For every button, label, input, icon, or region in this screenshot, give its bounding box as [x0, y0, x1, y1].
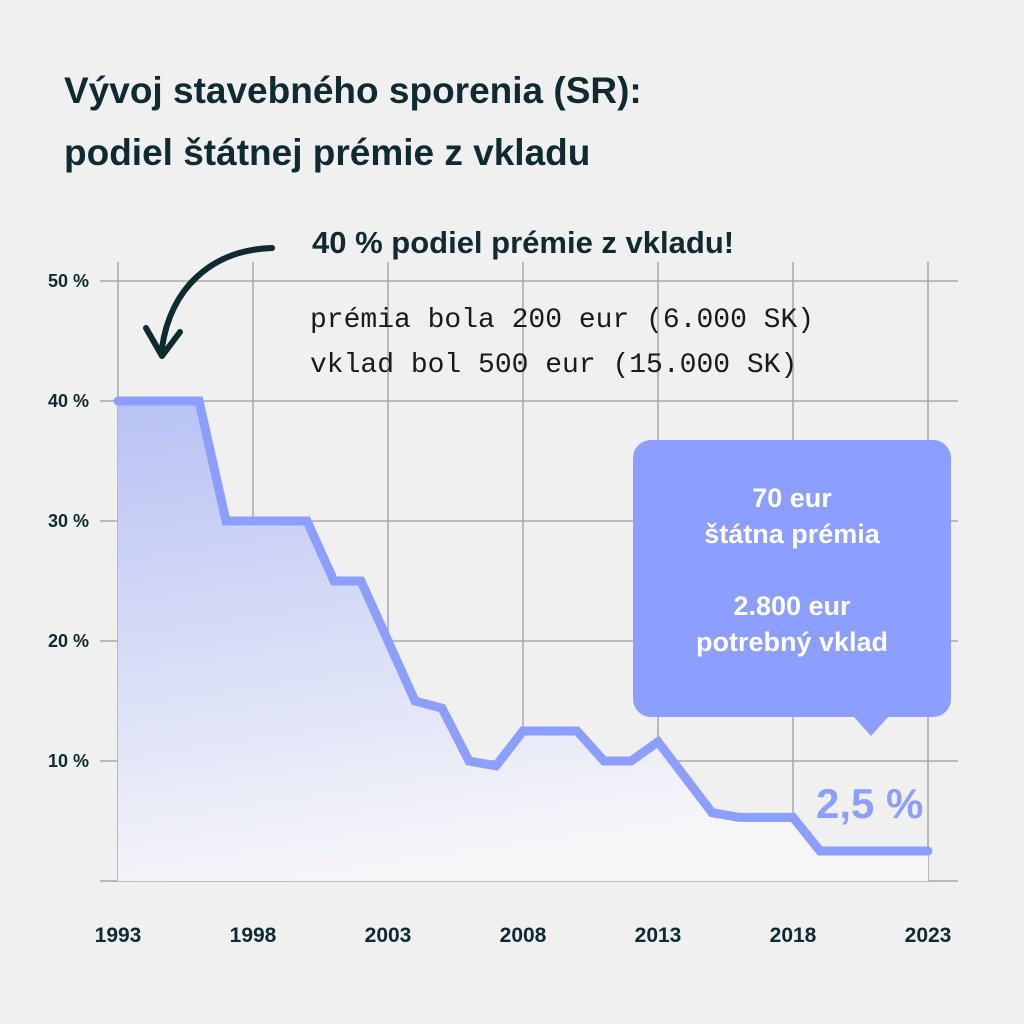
y-tick-label: 50 % — [48, 271, 89, 291]
arrow-head-icon — [143, 325, 183, 359]
x-tick-label: 1998 — [230, 924, 277, 947]
x-tick-label: 2008 — [500, 924, 547, 947]
x-tick-label: 2023 — [905, 924, 952, 947]
callout-line-1: 70 eur — [752, 483, 832, 513]
chart-title: Vývoj stavebného sporenia (SR): podiel š… — [64, 60, 642, 184]
y-tick-label: 10 % — [48, 751, 89, 771]
callout-tail — [853, 716, 889, 736]
annotation-headline: 40 % podiel prémie z vkladu! — [312, 225, 735, 260]
annotation-line-1: prémia bola 200 eur (6.000 SK) — [310, 305, 815, 336]
series-line — [113, 396, 933, 856]
arrow-icon — [159, 245, 275, 351]
data-points — [117, 400, 929, 852]
y-tick-label: 30 % — [48, 511, 89, 531]
callout-line-2: štátna prémia — [704, 519, 880, 549]
title-line-2: podiel štátnej prémie z vkladu — [64, 132, 591, 173]
callout-line-3: 2.800 eur — [733, 591, 851, 621]
x-tick-label: 1993 — [95, 924, 142, 947]
area-fill — [118, 401, 928, 881]
x-tick-label: 2003 — [365, 924, 412, 947]
x-tick-label: 2018 — [770, 924, 817, 947]
callout-line-4: potrebný vklad — [695, 627, 889, 657]
tick-labels: 10 % 20 % 30 % 40 % 50 % 1993 1998 2003 2008 2013… — [48, 271, 951, 947]
y-tick-label: 20 % — [48, 631, 89, 651]
callout-box: 70 eur štátna prémia 2.800 eur potrebný … — [633, 440, 951, 717]
annotation-details: prémia bola 200 eur (6.000 SK) vklad bol… — [310, 298, 814, 388]
y-tick-label: 40 % — [48, 391, 89, 411]
title-line-1: Vývoj stavebného sporenia (SR): — [64, 70, 642, 111]
end-value-label: 2,5 % — [816, 780, 924, 827]
x-tick-label: 2013 — [635, 924, 682, 947]
annotation-line-2: vklad bol 500 eur (15.000 SK) — [310, 350, 798, 381]
